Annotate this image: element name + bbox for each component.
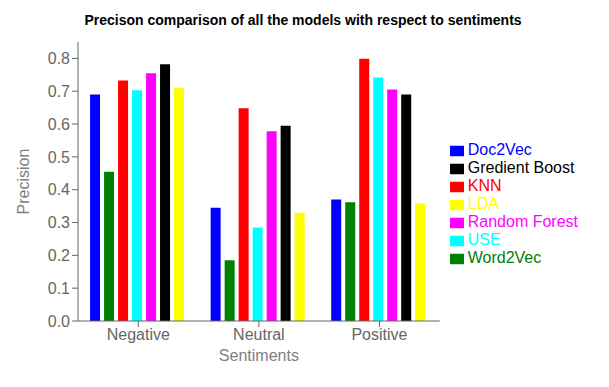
svg-text:0.3: 0.3 [48,214,70,231]
html-text:LDA: LDA [467,195,499,212]
svg-text:0.0: 0.0 [48,313,70,330]
svg-text:0.8: 0.8 [48,50,70,67]
html-text:USE: USE [467,231,501,248]
svg-text:Negative: Negative [107,326,170,343]
svg-text:Precision: Precision [15,149,32,215]
svg-text:0.2: 0.2 [48,247,70,264]
svg-text:0.4: 0.4 [48,181,70,198]
html-text:Precison comparison of all the: Precison comparison of all the models wi… [84,12,522,28]
html-text:Word2Vec: Word2Vec [467,249,542,266]
html-text:Doc2Vec: Doc2Vec [467,141,532,158]
html-text:Gredient Boost: Gredient Boost [467,159,575,176]
svg-text:0.7: 0.7 [48,83,70,100]
svg-text:0.5: 0.5 [48,149,70,166]
svg-text:Neutral: Neutral [233,326,285,343]
svg-text:0.6: 0.6 [48,116,70,133]
svg-text:0.1: 0.1 [48,280,70,297]
svg-text:Sentiments: Sentiments [219,347,299,364]
svg-text:Positive: Positive [351,326,407,343]
html-text:Random Forest: Random Forest [467,213,578,230]
html-text:KNN: KNN [467,177,502,194]
